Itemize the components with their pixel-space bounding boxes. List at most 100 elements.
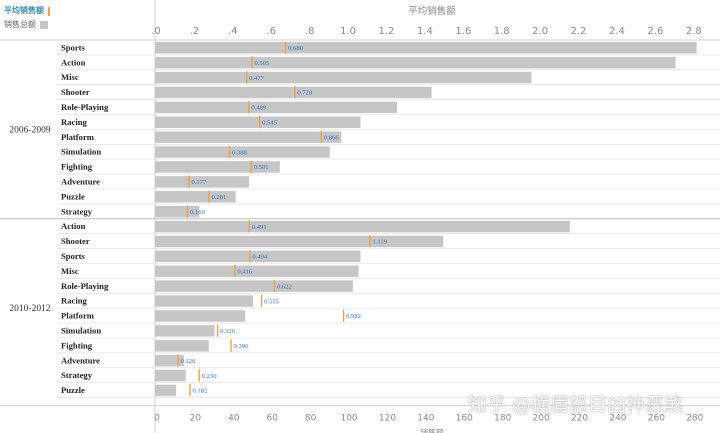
row-genre-label: Shooter — [61, 87, 90, 97]
total-sales-bar — [155, 280, 353, 292]
row-genre-label: Sports — [61, 251, 86, 261]
bottom-axis-tick-label: 0 — [154, 414, 160, 424]
total-sales-bar — [155, 86, 432, 99]
top-axis-tick-label: .0 — [151, 26, 161, 37]
top-axis-tick-label: 1.8 — [494, 26, 510, 37]
top-axis-title: 平均销售额 — [408, 5, 456, 17]
top-axis-tick-label: 2.0 — [532, 26, 548, 37]
total-sales-bar — [155, 205, 200, 218]
avg-sales-label: 0.281 — [211, 194, 226, 201]
row-genre-label: Misc — [61, 266, 79, 276]
avg-sales-label: 0.494 — [252, 254, 268, 261]
avg-sales-label: 0.416 — [237, 269, 253, 276]
total-sales-bar — [155, 340, 209, 352]
avg-sales-label: 0.230 — [202, 373, 218, 380]
total-sales-bar — [155, 325, 215, 337]
bottom-axis-tick-label: 220 — [571, 414, 588, 424]
row-genre-label: Racing — [61, 296, 87, 306]
total-sales-bar — [155, 101, 398, 114]
avg-sales-label: 0.489 — [251, 105, 267, 112]
total-sales-bar — [155, 161, 280, 173]
total-sales-bar — [155, 369, 186, 382]
total-sales-bar — [155, 384, 177, 397]
avg-sales-label: 0.680 — [288, 45, 304, 52]
total-sales-bar — [155, 235, 444, 248]
legend-avg-label: 平均销售额 — [4, 6, 44, 15]
top-axis-tick-label: 2.4 — [609, 26, 625, 37]
top-axis-tick-label: 1.4 — [417, 26, 433, 37]
row-genre-label: Shooter — [61, 236, 90, 246]
legend-item-total: 销售总额 — [4, 18, 50, 32]
top-axis-tick-label: 2.6 — [647, 26, 663, 37]
avg-sales-label: 0.501 — [254, 164, 269, 171]
row-genre-label: Sports — [61, 42, 86, 52]
bottom-axis-title: 销售额 — [420, 428, 444, 433]
total-sales-bar — [155, 265, 359, 277]
row-genre-label: Adventure — [61, 355, 100, 365]
bottom-axis-tick-label: 80 — [305, 414, 317, 424]
bottom-axis-tick-label: 40 — [228, 414, 240, 424]
bottom-axis-tick-label: 140 — [417, 414, 434, 424]
group-period-label: 2006-2009 — [9, 125, 50, 135]
legend-item-avg: 平均销售额 — [4, 4, 50, 18]
avg-sales-label: 0.728 — [297, 90, 313, 97]
top-axis-tick-label: 1.6 — [455, 26, 471, 37]
bottom-axis-tick-label: 120 — [379, 414, 396, 424]
row-genre-label: Role-Playing — [61, 102, 109, 112]
row-genre-label: Strategy — [61, 206, 93, 216]
top-axis-tick-label: .2 — [190, 26, 200, 37]
avg-sales-label: 0.555 — [264, 298, 280, 305]
bottom-axis-tick-label: 20 — [190, 414, 202, 424]
total-sales-bar — [155, 354, 184, 367]
bottom-axis-tick-label: 60 — [267, 414, 279, 424]
row-genre-label: Puzzle — [61, 191, 85, 201]
row-genre-label: Action — [61, 221, 86, 231]
bottom-axis-tick-label: 100 — [340, 414, 357, 424]
total-sales-bar — [155, 56, 676, 69]
avg-sales-label: 0.388 — [232, 149, 248, 156]
row-genre-label: Puzzle — [61, 385, 85, 395]
avg-sales-label: 0.545 — [262, 120, 278, 127]
avg-sales-label: 0.477 — [249, 75, 265, 82]
legend-total-swatch — [40, 21, 48, 29]
legend: 平均销售额 销售总额 — [4, 4, 50, 32]
row-genre-label: Platform — [61, 132, 95, 142]
top-axis-tick-label: .6 — [266, 26, 276, 37]
avg-sales-label: 1.119 — [372, 239, 387, 246]
total-sales-bar — [155, 71, 532, 84]
avg-sales-label: 0.866 — [324, 134, 340, 141]
bottom-axis-tick-label: 240 — [609, 414, 626, 424]
total-sales-bar — [155, 146, 330, 158]
row-genre-label: Role-Playing — [61, 281, 109, 291]
total-sales-bar — [155, 310, 246, 322]
row-genre-label: Strategy — [61, 370, 93, 380]
group-period-label: 2010-2012 — [9, 304, 50, 314]
row-genre-label: Simulation — [61, 326, 101, 336]
legend-total-label: 销售总额 — [4, 20, 36, 29]
total-sales-bar — [155, 176, 250, 188]
row-genre-label: Racing — [61, 117, 87, 127]
row-genre-label: Simulation — [61, 147, 101, 157]
avg-sales-label: 0.120 — [181, 358, 197, 365]
row-genre-label: Platform — [61, 311, 95, 321]
row-genre-label: Fighting — [61, 340, 93, 350]
avg-sales-label: 0.169 — [190, 209, 206, 216]
avg-sales-label: 0.177 — [191, 179, 207, 186]
avg-sales-label: 0.182 — [192, 388, 207, 395]
total-sales-bar — [155, 116, 361, 128]
row-genre-label: Fighting — [61, 162, 93, 172]
top-axis-tick-label: .4 — [228, 26, 238, 37]
legend-avg-swatch — [48, 6, 50, 16]
total-sales-bar — [155, 220, 570, 233]
avg-sales-label: 0.396 — [234, 343, 250, 350]
top-axis-tick-label: 2.8 — [686, 26, 702, 37]
total-sales-bar — [155, 191, 236, 203]
avg-sales-label: 0.982 — [346, 313, 361, 320]
top-axis-tick-label: 2.2 — [571, 26, 587, 37]
bottom-axis-tick-label: 180 — [494, 414, 511, 424]
top-axis-tick-label: 1.0 — [340, 26, 356, 37]
row-genre-label: Action — [61, 57, 86, 67]
total-sales-bar — [155, 131, 342, 143]
total-sales-bar — [155, 250, 361, 263]
bottom-axis-tick-label: 160 — [456, 414, 473, 424]
